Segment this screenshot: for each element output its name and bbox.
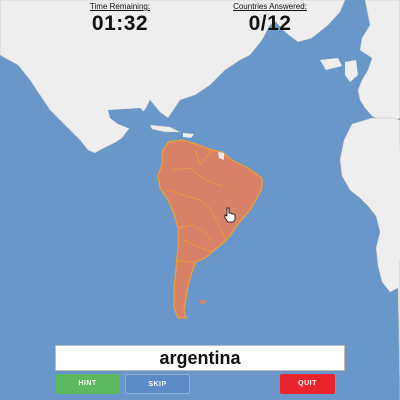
greenland — [254, 0, 346, 43]
iceland — [320, 58, 342, 70]
hispaniola — [183, 133, 194, 138]
quit-button[interactable]: QUIT — [280, 374, 335, 394]
time-remaining-label: Time Remaining: — [89, 2, 151, 11]
countries-answered-value: 0/12 — [248, 12, 292, 35]
countries-answered: Countries Answered: 0/12 — [205, 2, 335, 36]
cuba — [149, 124, 181, 133]
africa-landmass — [339, 117, 400, 400]
time-remaining: Time Remaining: 01:32 — [55, 2, 185, 36]
gulf-of-mexico — [108, 108, 150, 128]
hint-button[interactable]: HINT — [55, 374, 120, 394]
british-isles — [345, 60, 358, 82]
countries-answered-label: Countries Answered: — [233, 2, 307, 11]
french-guiana — [218, 152, 224, 160]
skip-button[interactable]: SKIP — [125, 374, 190, 394]
south-america-borders — [167, 149, 226, 263]
south-america-highlighted — [157, 139, 263, 319]
africa-horn — [390, 150, 400, 260]
hand-cursor-icon — [224, 207, 236, 223]
answer-input[interactable]: argentina — [55, 345, 345, 371]
time-remaining-value: 01:32 — [91, 12, 149, 35]
falkland-islands — [200, 300, 206, 304]
